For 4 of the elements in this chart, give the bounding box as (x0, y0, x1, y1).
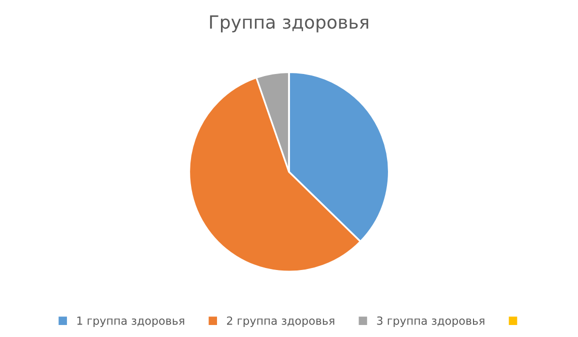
legend-label: 1 группа здоровья (77, 316, 184, 327)
legend-label: 3 группа здоровья (377, 316, 484, 327)
legend-label: 2 группа здоровья (227, 316, 334, 327)
chart-title: Группа здоровья (210, 15, 368, 32)
